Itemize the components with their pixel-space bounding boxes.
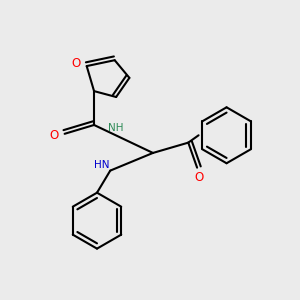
Text: O: O xyxy=(72,57,81,70)
Text: NH: NH xyxy=(108,123,124,133)
Text: O: O xyxy=(50,129,59,142)
Text: HN: HN xyxy=(94,160,109,170)
Text: O: O xyxy=(194,172,203,184)
